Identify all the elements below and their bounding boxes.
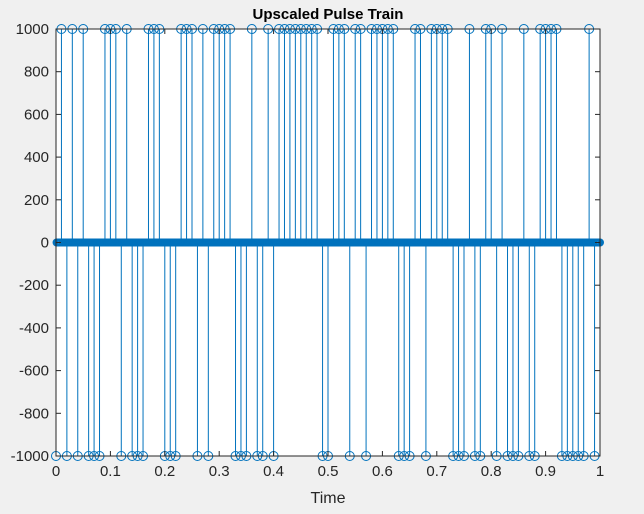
y-tick-label: -800	[19, 405, 49, 422]
y-tick-label: -400	[19, 320, 49, 337]
x-tick-label: 1	[596, 463, 604, 480]
y-tick-label: 600	[24, 106, 49, 123]
x-tick-label: 0.8	[481, 463, 502, 480]
y-tick-label: -600	[19, 363, 49, 380]
y-tick-label: 800	[24, 64, 49, 81]
x-axis-title: Time	[311, 490, 346, 507]
x-tick-label: 0.5	[318, 463, 339, 480]
y-tick-label: 1000	[16, 21, 49, 38]
axes: -1000 -800 -600 -400 -200 0 200 400 600 800 1000 0 0…	[11, 21, 605, 480]
x-tick-label: 0.2	[154, 463, 175, 480]
stem-lines	[55, 29, 596, 456]
x-tick-label: 0.1	[100, 463, 121, 480]
y-tick-label: 0	[41, 235, 49, 252]
y-tick-label: -1000	[11, 448, 49, 465]
y-tick-label: 200	[24, 192, 49, 209]
x-tick-label: 0.6	[372, 463, 393, 480]
x-tick-label: 0.7	[426, 463, 447, 480]
x-tick-label: 0.4	[263, 463, 284, 480]
stem-markers	[51, 24, 604, 461]
y-tick-label: -200	[19, 277, 49, 294]
x-tick-label: 0.9	[535, 463, 556, 480]
y-tick-label: 400	[24, 149, 49, 166]
chart-title: Upscaled Pulse Train	[253, 6, 404, 23]
x-tick-label: 0.3	[209, 463, 230, 480]
x-tick-label: 0	[52, 463, 60, 480]
